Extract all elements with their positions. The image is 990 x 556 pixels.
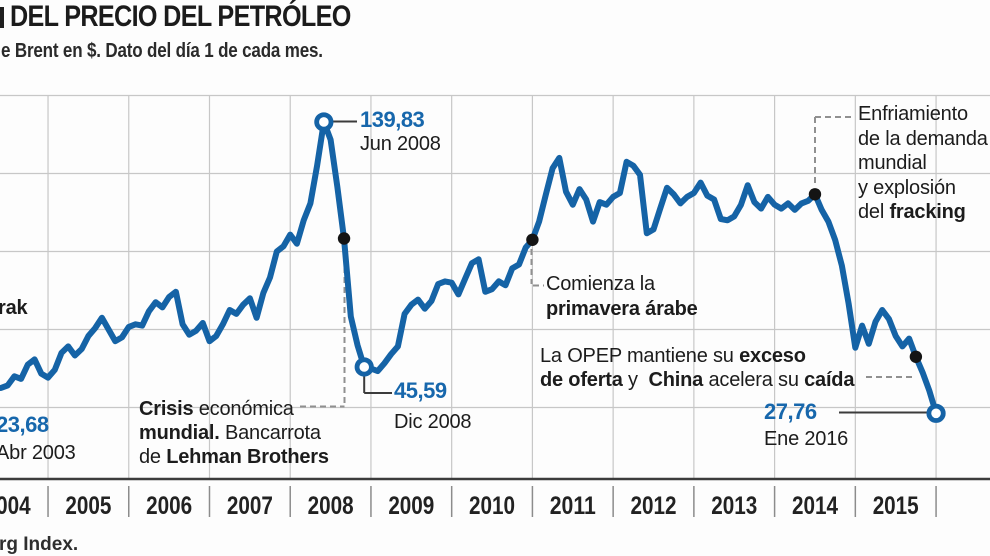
chart-subtitle: e Brent en $. Dato del día 1 de cada mes… [1,40,323,62]
annotation-text: de la demanda [858,127,988,150]
annotation-text: del [858,201,890,223]
annotation-end: 27,76 Ene 2016 [764,401,848,451]
annotation-text: mundial [858,152,927,174]
data-point-marker [926,403,946,423]
event-dot [808,188,822,201]
year-label: 2010 [469,492,515,520]
annotation-text: caída [804,369,855,391]
annotation-line: 139,83 [360,108,441,133]
annotation-text: Enfriamiento [858,103,968,125]
annotation-line: 45,59 [394,380,471,403]
annotation-trough: 45,59 Dic 2008 [394,380,472,434]
annotation-crisis: Crisis económica mundial. Bancarrota de Le… [139,397,329,469]
annotation-line: rak [0,296,28,320]
annotation-text: económica [193,398,294,420]
price-line [0,118,940,417]
year-label: 2009 [388,492,434,520]
annotation-line: primavera árabe [546,297,698,322]
annotation-text: rak [0,297,28,319]
year-label: 2012 [631,492,677,520]
annotation-text: acelera su [703,369,805,391]
annotation-text: y [622,369,649,391]
annotation-text: de oferta [540,369,623,391]
year-label: 2007 [227,492,273,520]
annotation-line: 23,68 [0,414,76,437]
data-point-marker [314,112,334,132]
event-dot [337,232,351,245]
annotation-text: China [648,369,704,391]
year-label: 2014 [792,492,838,520]
annotation-text: Abr 2003 [0,442,76,464]
annotation-text: Ene 2016 [764,428,849,450]
year-label: 2015 [873,492,919,520]
annotation-peak: 139,83 Jun 2008 [360,108,441,156]
year-label: 2013 [711,492,757,520]
annotation-text: Bancarrota [219,422,321,444]
annotation-line: de oferta y China acelera su caída [540,368,854,392]
annotation-text: 27,76 [764,399,817,424]
annotation-text: Comienza la [546,273,655,295]
annotation-text: Jun 2008 [360,133,441,155]
annotation-text: Dic 2008 [394,411,472,433]
chart-title: DEL PRECIO DEL PETRÓLEO [10,0,351,33]
annotation-line: de la demanda [858,127,988,152]
annotation-text: fracking [889,201,966,223]
year-label: 2005 [65,492,111,520]
annotation-text: Lehman Brothers [166,446,329,468]
annotation-line: Dic 2008 [394,411,472,433]
annotation-line: del fracking [858,200,988,225]
event-dot [526,233,539,246]
year-label: 2006 [146,492,192,520]
data-point-marker [354,357,374,377]
clipped-letter-fragment [0,7,4,28]
annotation-text: 139,83 [360,107,425,132]
annotation-opep: La OPEP mantiene su exceso de oferta y Ch… [540,344,854,392]
annotation-text: y explosión [858,176,956,199]
annotation-line: Abr 2003 [0,442,76,464]
annotation-text: exceso [739,345,806,367]
year-label: 2011 [550,492,596,520]
annotation-text: 45,59 [394,378,447,403]
year-label: 2008 [308,492,354,520]
annotation-text: primavera árabe [546,298,698,320]
annotation-text: La OPEP mantiene su [540,345,740,367]
annotation-line: mundial [858,151,988,176]
annotation-text: de [139,446,167,468]
year-label: 2004 [0,492,31,520]
annotation-line: y explosión [858,176,988,201]
source-note: rg Index. [0,534,79,555]
annotation-text: mundial. [139,422,220,444]
annotation-line: La OPEP mantiene su exceso [540,344,854,368]
annotation-irak: rak [0,296,28,320]
annotation-line: de Lehman Brothers [139,445,329,469]
annotation-line: 27,76 [764,401,848,424]
annotation-line: Comienza la [546,272,698,297]
annotation-start: 23,68 Abr 2003 [0,414,76,465]
annotation-line: mundial. Bancarrota [139,421,329,445]
annotation-primavera: Comienza la primavera árabe [546,272,698,322]
annotation-line: Enfriamiento [858,102,988,127]
annotation-line: Jun 2008 [360,133,441,156]
annotation-line: Crisis económica [139,397,329,421]
event-dot [909,350,923,363]
annotation-line: Ene 2016 [764,428,848,450]
annotation-text: 23,68 [0,412,49,437]
annotation-enfriamiento: Enfriamiento de la demanda mundial y explos… [858,102,988,225]
annotation-text: Crisis [139,398,194,420]
